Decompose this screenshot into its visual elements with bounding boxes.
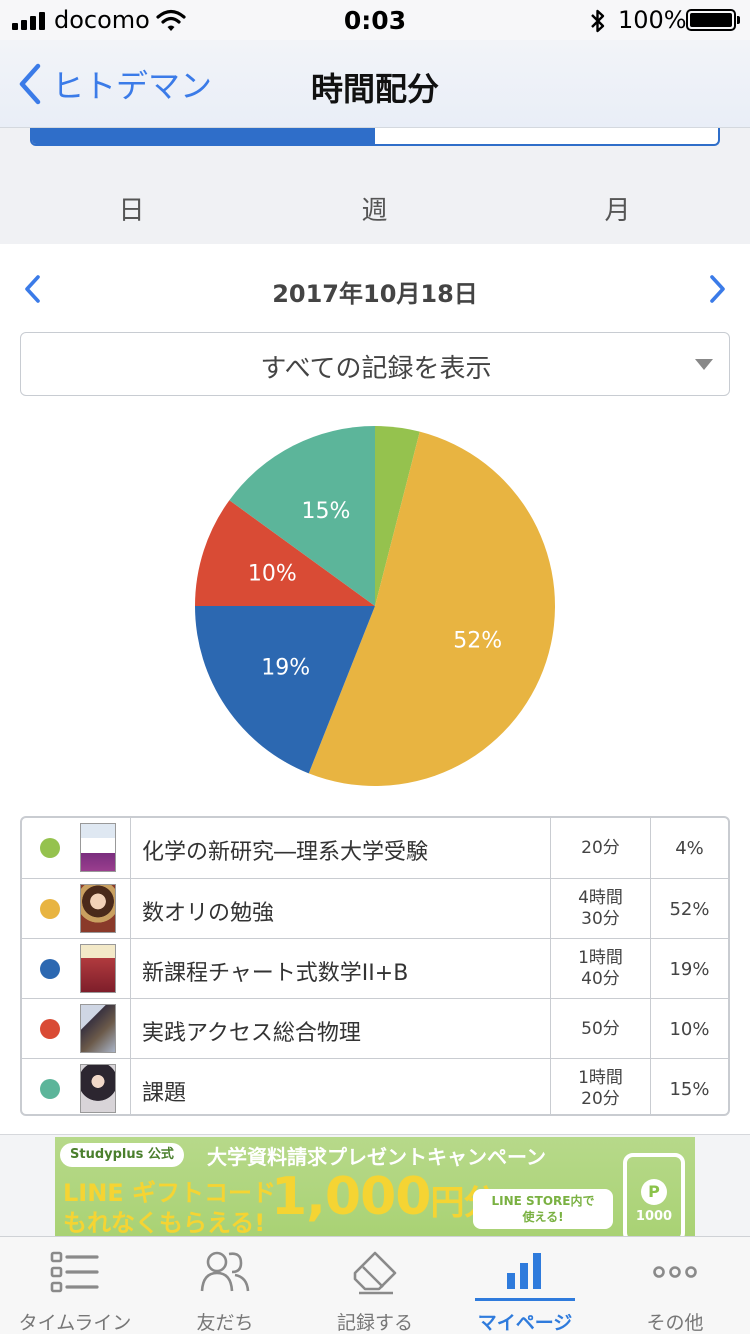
next-date-chevron-icon[interactable] [700,272,732,306]
page-title: 時間配分 [310,70,439,108]
battery-percent: 100% [618,6,687,34]
records-table: 化学の新研究―理系大学受験 20分 4% 数オリの勉強 4時間 30分 52% … [20,816,730,1116]
book-cover-chemistry [80,823,116,872]
anime-character-thumbnail [80,1064,116,1113]
progress-bar [30,128,720,146]
friends-icon [200,1251,250,1292]
record-filter-select[interactable]: すべての記録を表示 [20,332,730,396]
wifi-icon [156,9,186,31]
pie-data-label: 15% [302,499,351,524]
tab-day[interactable]: 日 [118,195,145,226]
tab-week[interactable]: 週 [361,195,388,226]
filter-selected-value: すべての記録を表示 [260,354,492,384]
record-time: 1時間 40分 [578,948,623,989]
record-time: 50分 [581,1018,620,1039]
record-time: 4時間 30分 [578,888,623,929]
current-date: 2017年10月18日 [272,280,478,308]
banner-badge: Studyplus 公式 [60,1143,184,1167]
more-dots-icon [653,1266,697,1278]
tab-mypage[interactable]: マイページ [450,1237,600,1334]
status-time: 0:03 [343,6,407,35]
tab-label: マイページ [477,1312,573,1334]
battery-icon [686,9,740,31]
pie-slice [308,431,555,786]
banner-line2: もれなくもらえる! [63,1209,266,1237]
book-cover-math [80,944,116,993]
navigation-bar: ヒトデマン 時間配分 [0,40,750,128]
record-percent: 15% [669,1078,710,1100]
record-row[interactable]: 化学の新研究―理系大学受験 20分 4% [22,818,728,878]
series-color-dot [40,959,60,979]
tab-record[interactable]: 記録する [300,1237,450,1334]
mypage-chart-icon [507,1253,541,1289]
back-label: ヒトデマン [52,67,213,105]
series-color-dot [40,899,60,919]
coin-value: 1000 [635,1209,673,1224]
bluetooth-icon [591,9,605,33]
active-tab-indicator [475,1298,575,1301]
record-percent: 19% [669,958,710,980]
pie-slice [375,426,420,606]
series-color-dot [40,1079,60,1099]
pie-slice [195,500,375,606]
tab-friends[interactable]: 友だち [150,1237,300,1334]
pie-data-label: 52% [453,628,502,653]
period-tabs: 日 週 月 [0,156,750,244]
tab-label: 友だち [196,1312,254,1334]
record-row[interactable]: 課題 1時間 20分 15% [22,1058,728,1114]
record-row[interactable]: 新課程チャート式数学II+B 1時間 40分 19% [22,938,728,999]
back-button[interactable]: ヒトデマン [14,62,212,106]
pie-slice [229,426,375,606]
anime-character-thumbnail [80,884,116,933]
phone-icon: P 1000 [623,1153,685,1237]
record-title: 数オリの勉強 [142,901,275,926]
point-coin-icon: P [641,1179,667,1205]
record-percent: 10% [669,1018,710,1040]
tab-label: 記録する [336,1312,413,1334]
progress-bar-fill [32,128,375,144]
time-distribution-pie-chart: 52% 19% 10% 15% [195,426,555,786]
tab-month[interactable]: 月 [604,195,631,226]
tab-timeline[interactable]: タイムライン [0,1237,150,1334]
dropdown-arrow-icon [695,359,713,370]
promo-banner[interactable]: Studyplus 公式 大学資料請求プレゼントキャンペーン LINE ギフトコ… [55,1137,695,1237]
record-icon [353,1251,397,1295]
record-time: 20分 [581,837,620,858]
banner-headline: 大学資料請求プレゼントキャンペーン [207,1145,546,1169]
chevron-left-icon [19,63,41,105]
pie-data-label: 10% [248,562,297,587]
record-percent: 52% [669,898,710,920]
record-title: 課題 [142,1081,187,1106]
status-bar: docomo 0:03 100% [0,0,750,40]
pie-slice [195,606,375,774]
series-color-dot [40,1019,60,1039]
banner-amount: 1,000円分 [271,1167,497,1227]
timeline-icon [50,1251,99,1293]
record-percent: 4% [675,837,704,859]
pie-data-label: 19% [261,656,310,681]
anime-character-thumbnail [80,1004,116,1053]
carrier-name: docomo [54,6,150,34]
record-row[interactable]: 実践アクセス総合物理 50分 10% [22,998,728,1059]
series-color-dot [40,838,60,858]
bottom-tab-bar: タイムライン 友だち 記録する マイページ その [0,1236,750,1334]
record-title: 化学の新研究―理系大学受験 [142,840,429,865]
record-title: 実践アクセス総合物理 [142,1021,361,1046]
banner-line1: LINE ギフトコード [63,1179,277,1207]
record-time: 1時間 20分 [578,1068,623,1109]
banner-store-note: LINE STORE内で 使える! [473,1189,613,1229]
tab-label: タイムライン [18,1312,132,1334]
previous-date-chevron-icon[interactable] [18,272,50,306]
record-row[interactable]: 数オリの勉強 4時間 30分 52% [22,878,728,939]
signal-strength-icon [12,12,45,30]
tab-label: その他 [646,1312,704,1334]
record-title: 新課程チャート式数学II+B [142,961,409,986]
banner-area: Studyplus 公式 大学資料請求プレゼントキャンペーン LINE ギフトコ… [0,1134,750,1237]
tab-more[interactable]: その他 [600,1237,750,1334]
progress-area [0,128,750,156]
